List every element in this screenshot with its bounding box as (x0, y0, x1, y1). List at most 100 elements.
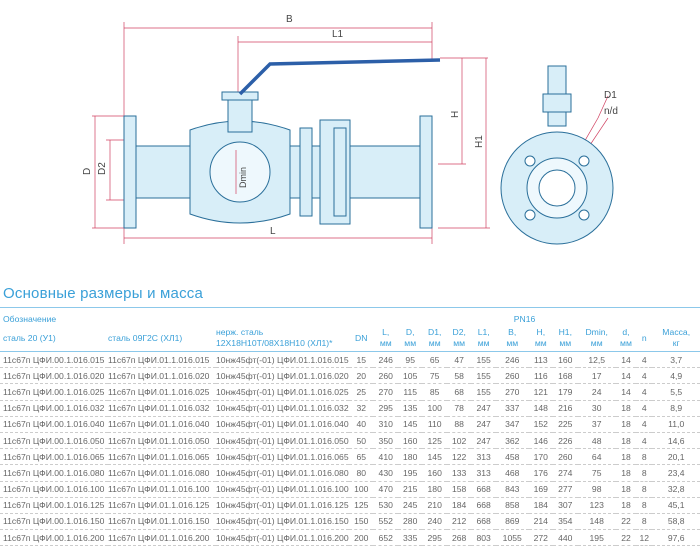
table-cell: 8 (636, 497, 653, 514)
table-cell: 668 (471, 481, 496, 498)
table-row: 11с67п ЦФИ.00.1.016.100 11с67п ЦФИ.01.1.0… (0, 481, 700, 498)
table-cell: 32,8 (652, 481, 700, 498)
table-cell: 11с67п ЦФИ.00.1.016.040 (0, 416, 108, 433)
table-cell: 75 (422, 367, 447, 385)
table-cell: 430 (373, 464, 398, 482)
table-cell: 216 (553, 400, 578, 417)
table-cell: 226 (553, 432, 578, 450)
table-cell: 268 (446, 529, 472, 547)
table-cell: 58 (446, 367, 472, 385)
table-cell: 148 (528, 400, 554, 417)
table-cell: 145 (397, 416, 423, 433)
group-header: Обозначение (3, 313, 57, 324)
table-cell: 184 (528, 497, 554, 514)
table-cell: 180 (422, 481, 447, 498)
table-cell: 11с67п ЦФИ.00.1.016.032 (0, 400, 108, 417)
table-cell: 10нж45фт(-01) ЦФИ.01.1.016.032 (216, 400, 349, 417)
table-cell: 158 (446, 481, 472, 498)
table-cell: 246 (373, 351, 398, 369)
column-header: D1, мм (422, 327, 447, 352)
table-cell: 214 (528, 513, 554, 531)
table-cell: 458 (495, 448, 529, 466)
svg-text:L: L (270, 226, 276, 237)
table-cell: 843 (495, 481, 529, 498)
table-cell: 668 (471, 513, 496, 531)
table-cell: 4 (636, 400, 653, 417)
table-cell: 40 (349, 416, 374, 433)
table-cell: 100 (349, 481, 374, 498)
table-cell: 307 (553, 497, 578, 514)
svg-text:D: D (82, 168, 93, 175)
table-cell: 272 (528, 529, 554, 547)
table-cell: 64 (577, 448, 616, 466)
table-cell: 11с67п ЦФИ.01.1.016.100 (108, 481, 216, 498)
table-cell: 95 (397, 351, 423, 369)
svg-text:n/d: n/d (604, 106, 618, 117)
table-row: 11с67п ЦФИ.00.1.016.020 11с67п ЦФИ.01.1.0… (0, 367, 700, 385)
table-row: 11с67п ЦФИ.00.1.016.150 11с67п ЦФИ.01.1.0… (0, 513, 700, 531)
table-cell: 113 (528, 351, 554, 369)
table-cell: 168 (553, 367, 578, 385)
table-cell: 15 (349, 351, 374, 369)
table-cell: 4,9 (652, 367, 700, 385)
table-cell: 8 (636, 481, 653, 498)
table-cell: 10нж45фт(-01) ЦФИ.01.1.016.015 (216, 351, 349, 369)
table-cell: 260 (495, 367, 529, 385)
valve-drawing: B L1 H H1 D D2 Dmin L D1 n/d (82, 14, 618, 245)
table-cell: 37 (577, 416, 616, 433)
table-cell: 652 (373, 529, 398, 547)
table-cell: 337 (495, 400, 529, 417)
table-cell: 48 (577, 432, 616, 450)
dimension-labels: B L1 H H1 D D2 Dmin L D1 n/d (82, 14, 618, 237)
table-cell: 260 (373, 367, 398, 385)
table-cell: 47 (446, 351, 472, 369)
table-cell: 105 (397, 367, 423, 385)
table-cell: 195 (397, 464, 423, 482)
table-cell: 11с67п ЦФИ.00.1.016.020 (0, 367, 108, 385)
handle (238, 58, 441, 96)
table-cell: 11с67п ЦФИ.00.1.016.125 (0, 497, 108, 514)
table-cell: 195 (577, 529, 616, 547)
table-cell: 75 (577, 464, 616, 482)
table-cell: 146 (528, 432, 554, 450)
table-cell: 10нж45фт(-01) ЦФИ.01.1.016.150 (216, 513, 349, 531)
table-cell: 18 (615, 416, 637, 433)
table-cell: 11с67п ЦФИ.00.1.016.025 (0, 383, 108, 401)
table-cell: 4 (636, 383, 653, 401)
table-cell: 310 (373, 416, 398, 433)
table-cell: 116 (528, 367, 554, 385)
table-cell: 11с67п ЦФИ.01.1.016.125 (108, 497, 216, 514)
column-header: H, мм (528, 327, 554, 352)
table-row: 11с67п ЦФИ.00.1.016.032 11с67п ЦФИ.01.1.0… (0, 400, 700, 417)
table-cell: 470 (373, 481, 398, 498)
table-cell: 354 (553, 513, 578, 531)
column-header: Масса, кг (652, 327, 700, 352)
table-cell: 668 (471, 497, 496, 514)
table-cell: 10нж45фт(-01) ЦФИ.01.1.016.100 (216, 481, 349, 498)
table-cell: 11с67п ЦФИ.01.1.016.020 (108, 367, 216, 385)
table-cell: 160 (397, 432, 423, 450)
table-cell: 5,5 (652, 383, 700, 401)
svg-text:D2: D2 (97, 162, 108, 175)
column-header: H1, мм (553, 327, 578, 352)
table-cell: 11с67п ЦФИ.01.1.016.150 (108, 513, 216, 531)
table-cell: 169 (528, 481, 554, 498)
table-cell: 295 (373, 400, 398, 417)
table-cell: 200 (349, 529, 374, 547)
table-cell: 245 (397, 497, 423, 514)
table-cell: 18 (615, 464, 637, 482)
table-cell: 215 (397, 481, 423, 498)
table-cell: 160 (422, 464, 447, 482)
table-cell: 58,8 (652, 513, 700, 531)
table-cell: 270 (373, 383, 398, 401)
table-cell: 176 (528, 464, 554, 482)
svg-text:H1: H1 (474, 135, 485, 148)
table-cell: 11с67п ЦФИ.01.1.016.040 (108, 416, 216, 433)
table-cell: 122 (446, 448, 472, 466)
table-cell: 160 (553, 351, 578, 369)
table-row: 11с67п ЦФИ.00.1.016.125 11с67п ЦФИ.01.1.0… (0, 497, 700, 514)
table-cell: 225 (553, 416, 578, 433)
table-cell: 11с67п ЦФИ.01.1.016.200 (108, 529, 216, 547)
table-cell: 313 (471, 448, 496, 466)
table-cell: 10нж45фт(-01) ЦФИ.01.1.016.020 (216, 367, 349, 385)
